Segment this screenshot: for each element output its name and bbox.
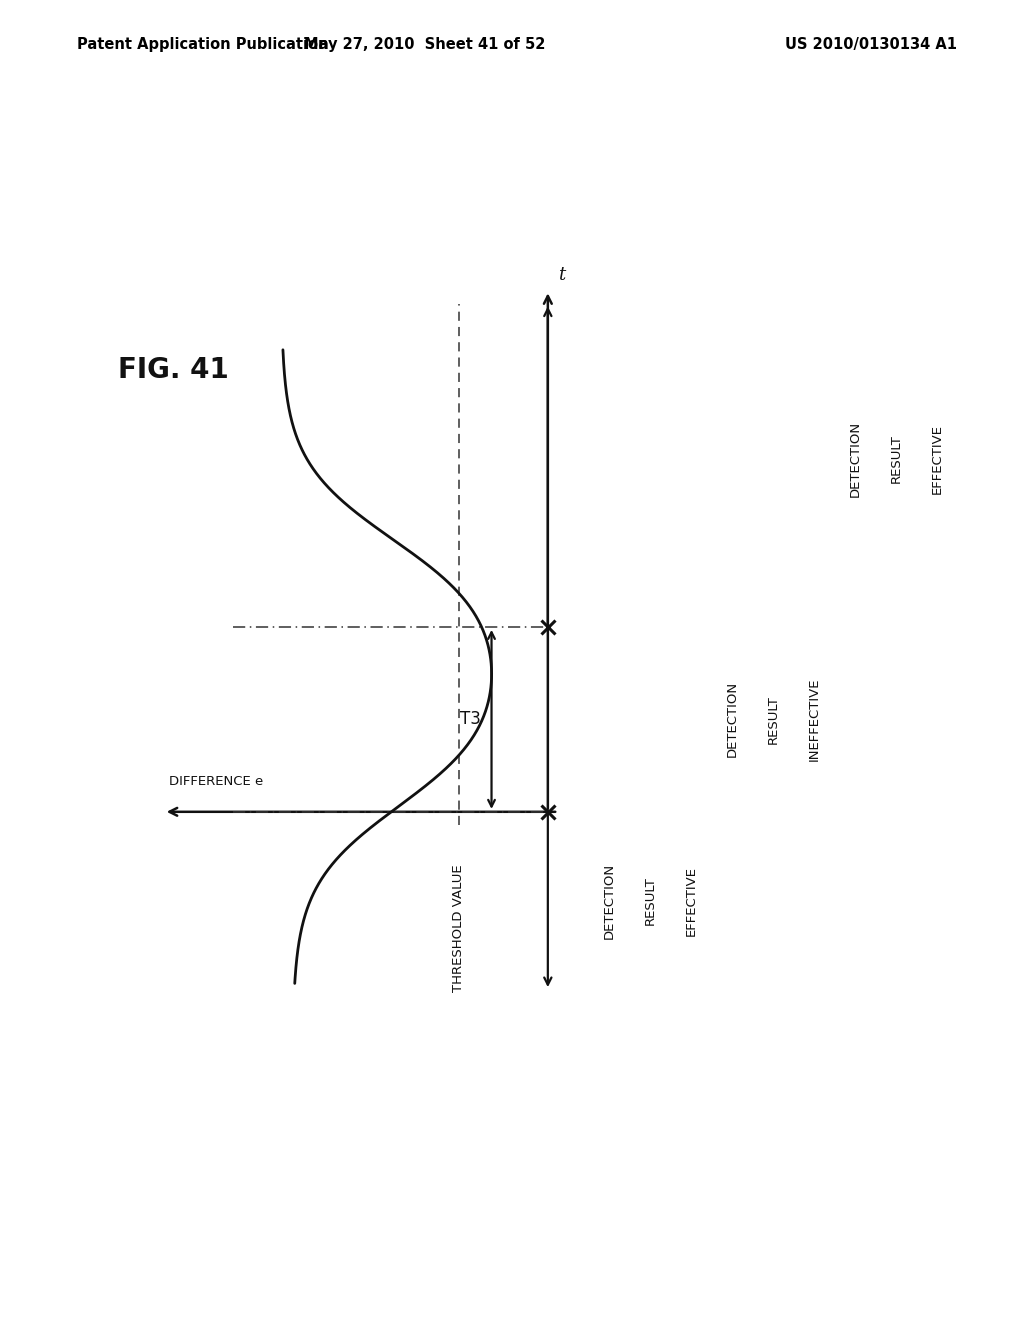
Text: Patent Application Publication: Patent Application Publication <box>77 37 329 53</box>
Text: INEFFECTIVE: INEFFECTIVE <box>808 677 820 762</box>
Text: T3: T3 <box>461 710 481 729</box>
Text: RESULT: RESULT <box>644 876 656 925</box>
Text: DETECTION: DETECTION <box>849 421 861 496</box>
Text: FIG. 41: FIG. 41 <box>118 355 228 384</box>
Text: EFFECTIVE: EFFECTIVE <box>685 866 697 936</box>
Text: t: t <box>558 265 565 284</box>
Text: DIFFERENCE e: DIFFERENCE e <box>169 775 263 788</box>
Text: DETECTION: DETECTION <box>726 681 738 758</box>
Text: RESULT: RESULT <box>767 694 779 744</box>
Text: RESULT: RESULT <box>890 434 902 483</box>
Text: US 2010/0130134 A1: US 2010/0130134 A1 <box>785 37 957 53</box>
Text: EFFECTIVE: EFFECTIVE <box>931 424 943 494</box>
Text: May 27, 2010  Sheet 41 of 52: May 27, 2010 Sheet 41 of 52 <box>304 37 546 53</box>
Text: THRESHOLD VALUE: THRESHOLD VALUE <box>453 865 465 993</box>
Text: DETECTION: DETECTION <box>603 863 615 939</box>
